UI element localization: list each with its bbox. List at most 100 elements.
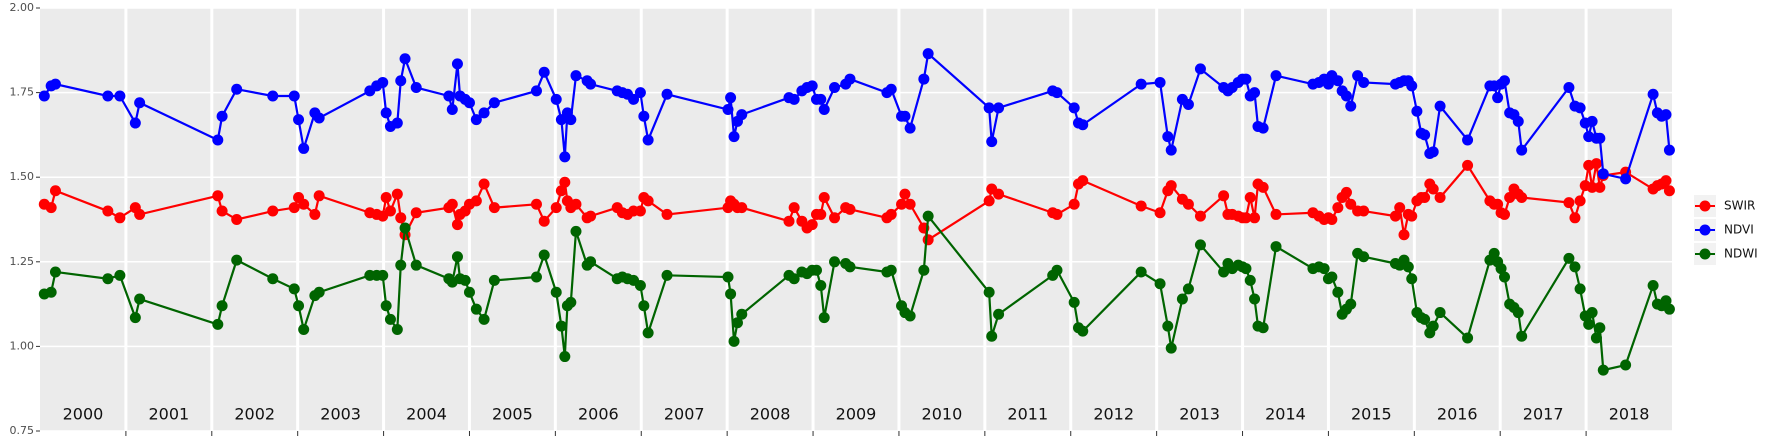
point [231, 214, 243, 225]
y-tick-label: 1.00 [10, 339, 35, 352]
legend-label: SWIR [1724, 199, 1755, 213]
point [1194, 210, 1206, 222]
point [1345, 298, 1357, 310]
point [1419, 313, 1431, 325]
point [896, 198, 908, 210]
point [463, 97, 475, 109]
year-label: 2005 [492, 405, 533, 424]
point [1419, 129, 1431, 141]
point [983, 286, 995, 298]
point [815, 208, 827, 220]
point [391, 188, 403, 200]
point [114, 269, 126, 281]
point [1647, 279, 1659, 291]
point [1492, 92, 1504, 104]
point [559, 351, 571, 363]
point [1504, 192, 1516, 204]
point [1077, 119, 1089, 131]
point [922, 48, 934, 60]
point [986, 330, 998, 342]
point [570, 198, 582, 210]
point [1389, 210, 1401, 222]
point [1332, 75, 1344, 87]
point [102, 205, 114, 217]
point [216, 205, 228, 217]
point [459, 274, 471, 286]
point [1394, 202, 1406, 214]
point [1462, 159, 1474, 171]
point [731, 317, 743, 329]
point [463, 286, 475, 298]
point [1244, 192, 1256, 204]
point [49, 266, 61, 278]
point [550, 202, 562, 214]
point [1563, 197, 1575, 209]
point [1398, 229, 1410, 241]
year-label: 2014 [1265, 405, 1306, 424]
y-tick-label: 2.00 [10, 1, 35, 14]
point [728, 335, 740, 347]
point [267, 273, 279, 285]
series-line [43, 51, 1671, 181]
point [1326, 271, 1338, 283]
point [1569, 261, 1581, 273]
point [1574, 102, 1586, 114]
year-label: 2011 [1007, 405, 1048, 424]
point [1322, 78, 1334, 90]
point [1495, 263, 1507, 275]
point [1427, 146, 1439, 158]
point [1340, 90, 1352, 102]
point [49, 78, 61, 90]
point [585, 210, 597, 222]
point [380, 192, 392, 204]
point [443, 90, 455, 102]
point [1512, 115, 1524, 127]
year-label: 2009 [836, 405, 877, 424]
point [380, 300, 392, 312]
point [313, 112, 325, 124]
point [1499, 208, 1511, 220]
year-label: 2007 [664, 405, 705, 424]
point [1569, 212, 1581, 224]
point [818, 312, 830, 324]
point [815, 93, 827, 105]
point [410, 82, 422, 94]
point [1068, 102, 1080, 114]
point [1332, 202, 1344, 214]
plot-background [40, 8, 1672, 431]
point [1586, 181, 1598, 193]
point [102, 273, 114, 285]
year-label: 2018 [1609, 405, 1650, 424]
point [1332, 286, 1344, 298]
point [818, 192, 830, 204]
point [570, 225, 582, 237]
point [478, 313, 490, 325]
point [410, 207, 422, 219]
point [1240, 73, 1252, 85]
point [1240, 212, 1252, 224]
point [1586, 115, 1598, 127]
point [904, 310, 916, 322]
point [1663, 303, 1675, 315]
point [1240, 263, 1252, 275]
point [638, 300, 650, 312]
point [391, 117, 403, 129]
series-line [44, 213, 1671, 372]
point [267, 205, 279, 217]
year-label: 2006 [578, 405, 619, 424]
point [725, 288, 737, 300]
point [1620, 173, 1632, 185]
point [1434, 192, 1446, 204]
point [1340, 186, 1352, 198]
year-label: 2008 [750, 405, 791, 424]
point [783, 215, 795, 227]
legend-label: NDWI [1724, 247, 1758, 261]
year-label: 2002 [234, 405, 275, 424]
point [1326, 214, 1338, 225]
point [642, 195, 654, 207]
point [1434, 100, 1446, 112]
point [1135, 78, 1147, 90]
point [231, 83, 243, 95]
point [1462, 332, 1474, 344]
